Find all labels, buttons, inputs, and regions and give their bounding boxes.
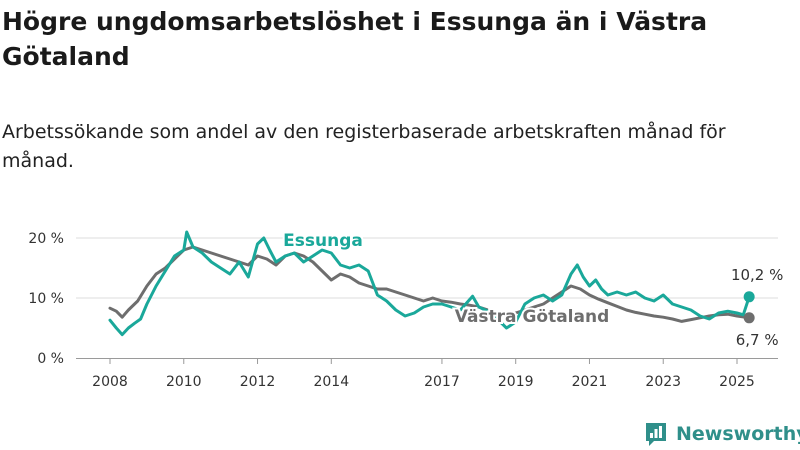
series-line-essunga [108, 230, 751, 337]
newsworthy-logo-icon [646, 423, 666, 446]
brand-logo: Newsworthy [644, 420, 800, 448]
axes: 0 % 10 % 20 % 2008 2010 2012 2014 2017 2019 2021 2… [28, 231, 778, 390]
series-line-vastra-gotaland [108, 245, 751, 323]
y-tick-label: 0 % [37, 351, 64, 367]
x-tick-label: 2017 [424, 374, 460, 390]
x-tick-label: 2014 [313, 374, 349, 390]
series-label-vastra-gotaland: Västra Götaland [455, 307, 610, 327]
series-labels: 10,2 % 6,7 % Essunga Västra Götaland [281, 229, 783, 349]
end-label-vastra-gotaland: 6,7 % [736, 331, 779, 349]
end-label-essunga: 10,2 % [731, 266, 783, 284]
x-tick-label: 2025 [719, 374, 755, 390]
end-point-vastra-gotaland [743, 312, 755, 324]
x-tick-label: 2008 [92, 374, 128, 390]
x-tick-label: 2012 [240, 374, 276, 390]
y-tick-label: 20 % [28, 231, 64, 247]
series-lines [108, 230, 755, 337]
x-tick-label: 2019 [498, 374, 534, 390]
chart-subtitle: Arbetssökande som andel av den registerb… [2, 121, 726, 172]
x-tick-label: 2023 [645, 374, 681, 390]
series-label-essunga: Essunga [283, 231, 363, 251]
x-tick-label: 2010 [166, 374, 202, 390]
x-tick-label: 2021 [572, 374, 608, 390]
grid-lines [76, 237, 778, 299]
brand-name: Newsworthy [676, 423, 800, 445]
chart-title: Högre ungdomsarbetslöshet i Essunga än i… [2, 7, 708, 71]
y-tick-label: 10 % [28, 291, 64, 307]
end-point-essunga [743, 291, 755, 303]
